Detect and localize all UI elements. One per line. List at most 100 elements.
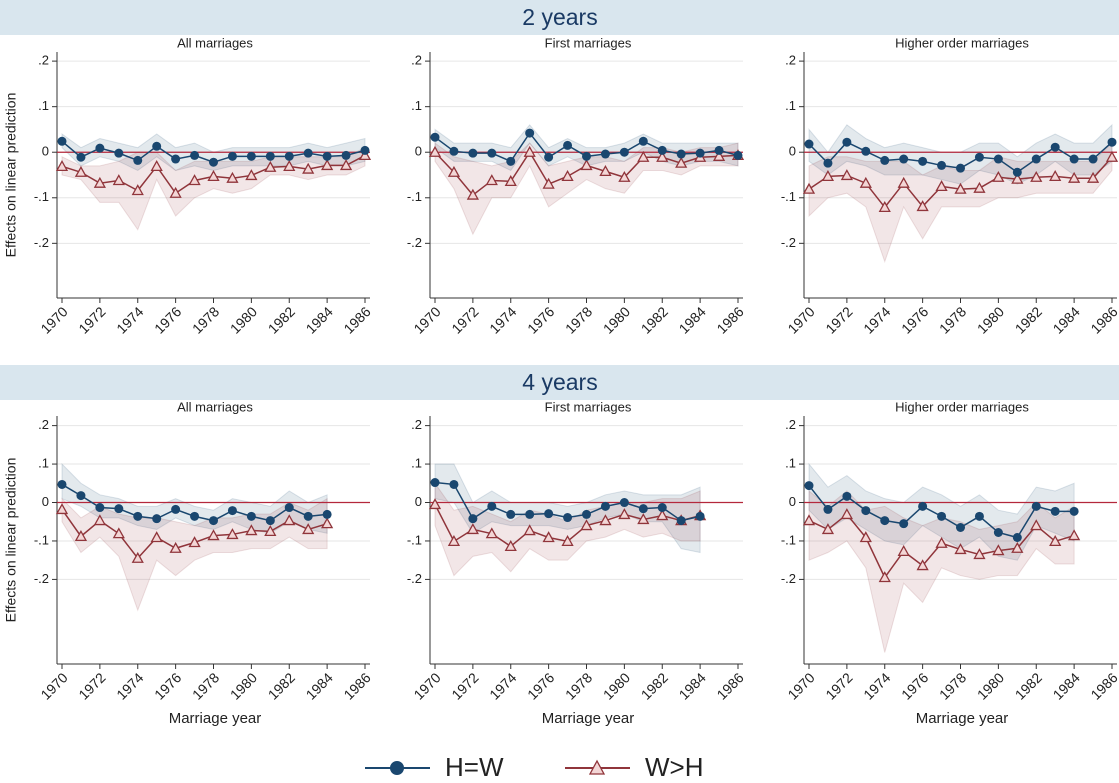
marker (112, 527, 125, 539)
marker (93, 176, 106, 188)
x-tick-label: 1972 (448, 669, 481, 702)
marker (561, 535, 574, 546)
marker (821, 523, 835, 535)
marker (74, 530, 88, 541)
x-tick-label: 1984 (1050, 303, 1083, 336)
y-tick-label: -.2 (407, 235, 422, 250)
marker (504, 175, 517, 187)
marker (487, 148, 497, 158)
marker (878, 571, 891, 583)
x-tick-label: 1980 (600, 303, 633, 336)
marker (190, 511, 200, 521)
marker (897, 176, 910, 188)
marker (360, 145, 370, 155)
marker (1069, 506, 1079, 516)
legend-label: H=W (445, 752, 504, 782)
marker (506, 509, 516, 519)
marker (1050, 142, 1060, 152)
x-tick-label: 1982 (1012, 669, 1045, 702)
x-tick-label: 1986 (1087, 303, 1119, 336)
x-tick-label: 1980 (974, 669, 1007, 702)
marker (804, 481, 814, 491)
panel-title: All marriages (177, 399, 253, 414)
panel-title: All marriages (177, 35, 253, 50)
marker (1050, 506, 1060, 516)
x-tick-label: 1974 (860, 303, 893, 336)
marker (937, 160, 947, 170)
marker (171, 154, 181, 164)
marker (265, 516, 275, 526)
x-tick-label: 1978 (562, 303, 595, 336)
marker (246, 511, 256, 521)
legend-marker (588, 759, 606, 775)
y-tick-label: .2 (411, 417, 422, 432)
marker (992, 544, 1005, 556)
y-tick-label: 0 (789, 494, 796, 509)
y-tick-label: -.2 (34, 235, 49, 250)
row-header (0, 365, 1119, 400)
marker (935, 180, 948, 192)
marker (618, 508, 631, 520)
x-tick-label: 1978 (189, 669, 222, 702)
y-tick-label: -.1 (34, 532, 49, 547)
marker (918, 501, 928, 511)
marker (150, 160, 163, 171)
marker (226, 528, 239, 540)
marker (714, 145, 724, 155)
marker (823, 158, 833, 168)
marker (582, 151, 591, 161)
x-tick-label: 1978 (562, 669, 595, 702)
marker (802, 182, 816, 194)
marker (1049, 535, 1062, 546)
y-tick-label: -.2 (407, 571, 422, 586)
x-tick-label: 1972 (75, 303, 108, 336)
x-tick-label: 1984 (676, 669, 709, 702)
marker (209, 516, 218, 526)
marker (842, 491, 852, 501)
y-tick-label: .1 (411, 98, 422, 113)
x-tick-label: 1980 (227, 303, 260, 336)
marker (859, 531, 872, 543)
marker (485, 174, 498, 186)
x-tick-label: 1980 (974, 303, 1007, 336)
marker (302, 162, 315, 174)
marker (637, 513, 650, 525)
marker (974, 511, 984, 521)
x-tick-label: 1970 (784, 669, 817, 702)
marker (542, 177, 555, 189)
marker (169, 541, 182, 553)
marker (523, 524, 536, 536)
marker (563, 140, 573, 150)
marker (358, 149, 372, 161)
marker (695, 148, 705, 158)
marker (878, 201, 891, 212)
marker (76, 491, 86, 501)
marker (861, 146, 871, 156)
marker (840, 508, 853, 520)
marker (899, 519, 909, 529)
x-axis-label: Marriage year (169, 710, 262, 727)
x-tick-label: 1982 (638, 669, 671, 702)
marker (561, 170, 574, 182)
y-tick-label: .2 (785, 53, 796, 68)
x-tick-label: 1986 (340, 669, 373, 702)
marker (638, 504, 648, 514)
y-axis-label: Effects on linear prediction (3, 93, 19, 258)
x-tick-label: 1976 (524, 669, 557, 702)
marker (302, 523, 315, 535)
marker (656, 509, 669, 521)
marker (150, 531, 163, 543)
y-tick-label: -.2 (781, 235, 796, 250)
x-tick-label: 1976 (151, 669, 184, 702)
marker (133, 155, 143, 165)
marker (880, 516, 890, 526)
marker (880, 155, 890, 165)
marker (114, 504, 124, 514)
marker (676, 516, 686, 526)
marker (1011, 172, 1024, 184)
x-tick-label: 1972 (75, 669, 108, 702)
marker (246, 151, 256, 161)
marker (245, 524, 258, 536)
x-tick-label: 1978 (189, 303, 222, 336)
marker (169, 186, 182, 198)
